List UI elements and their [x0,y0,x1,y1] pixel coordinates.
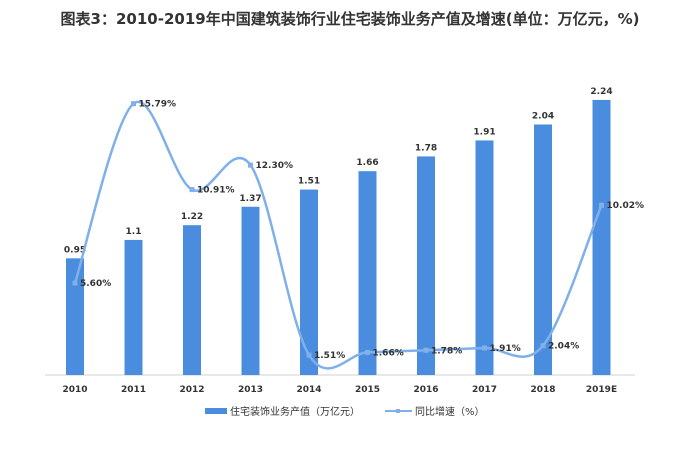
line-point-2011 [131,101,136,107]
legend-line-marker [396,409,400,413]
x-tick-2011: 2011 [121,385,146,395]
bar-2013 [241,206,260,375]
bar-2014 [300,189,318,375]
line-point-2018 [540,343,546,349]
line-label-2011: 15.79% [139,100,177,110]
bar-2017 [475,140,494,375]
chart-title: 图表3：2010-2019年中国建筑装饰行业住宅装饰业务产值及增速(单位：万亿元… [60,10,640,28]
line-label-2018: 2.04% [548,342,579,352]
x-tick-2014: 2014 [296,385,321,395]
x-tick-2013: 2013 [238,385,263,395]
x-tick-2015: 2015 [355,385,380,395]
bar-2010 [66,258,84,375]
line-label-2019E: 10.02% [607,201,645,211]
bar-2016 [417,156,435,375]
bar-label-2013: 1.37 [239,194,261,204]
legend-line-label: 同比增速（%） [415,405,485,418]
bar-label-2014: 1.51 [298,177,320,187]
line-label-2014: 1.51% [314,351,345,361]
bar-label-2012: 1.22 [181,212,203,222]
bar-2019E [592,99,611,375]
line-point-2015 [365,349,370,355]
x-tick-2016: 2016 [413,385,438,395]
line-point-2016 [423,347,429,353]
line-label-2012: 10.91% [197,186,235,196]
bar-label-2011: 1.1 [126,227,142,237]
legend-bar-swatch [205,408,227,414]
legend-bar-label: 住宅装饰业务产值（万亿元） [230,405,360,418]
bar-2012 [183,225,201,375]
bar-label-2018: 2.04 [532,111,554,121]
line-label-2010: 5.60% [80,279,111,289]
line-label-2016: 1.78% [431,346,462,356]
bar-2011 [124,239,143,375]
line-label-2013: 12.30% [256,161,294,171]
line-point-2013 [248,162,253,168]
line-point-2019E [599,202,604,208]
bar-label-2015: 1.66 [356,158,378,168]
growth-line [73,100,603,370]
line-label-2015: 1.66% [373,348,404,358]
x-tick-2012: 2012 [179,385,204,395]
x-tick-2019E: 2019E [586,385,617,395]
line-point-2010 [72,280,78,286]
x-tick-2017: 2017 [472,385,497,395]
x-tick-2018: 2018 [530,385,555,395]
bar-label-2010: 0.95 [64,245,86,255]
line-point-2017 [482,345,487,351]
x-tick-2010: 2010 [62,385,87,395]
bar-label-2016: 1.78 [415,143,437,153]
bar-2015 [358,171,377,375]
line-point-2012 [189,187,195,193]
line-point-2014 [306,352,312,358]
bar-2018 [534,124,552,375]
line-label-2017: 1.91% [490,344,521,354]
bar-label-2017: 1.91 [473,127,495,137]
bar-label-2019E: 2.24 [590,87,612,97]
